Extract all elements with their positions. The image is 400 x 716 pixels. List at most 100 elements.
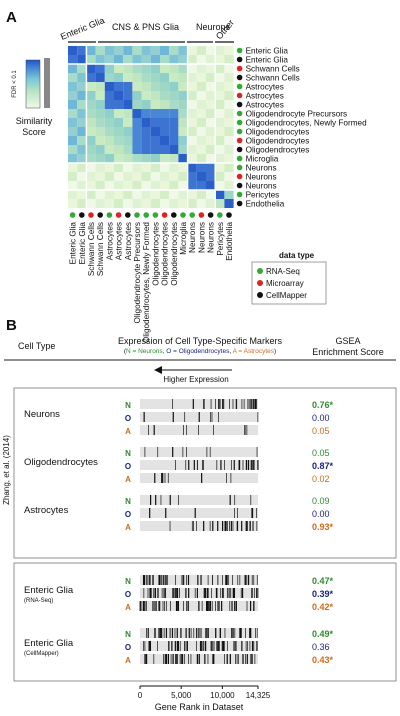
heatmap-cell (178, 82, 188, 91)
heatmap-cell (178, 199, 188, 208)
heatmap-cell (104, 136, 114, 145)
heatmap-cell (86, 145, 96, 154)
heatmap-cell (132, 64, 142, 73)
column-label: Neurons (197, 222, 206, 253)
heatmap-cell (187, 172, 197, 181)
heatmap-cell (95, 82, 105, 91)
heatmap-cell (224, 46, 234, 55)
heatmap-cell (95, 46, 105, 55)
heatmap-cell (123, 55, 133, 64)
heatmap-cell (178, 64, 188, 73)
heatmap-cell (68, 118, 78, 127)
heatmap-cell (141, 64, 151, 73)
heatmap-cell (224, 73, 234, 82)
heatmap-cell (68, 172, 78, 181)
similarity-legend: FDR < 0.1 Similarity Score (12, 58, 53, 137)
heatmap-cell (169, 64, 179, 73)
heatmap-cell (77, 46, 87, 55)
heatmap-cell (141, 91, 151, 100)
row-label: Oligodendrocytes (246, 137, 310, 146)
cell-type-name: Neurons (24, 409, 60, 420)
col-type-dot (106, 212, 113, 218)
data-type-legend: data type RNA-Seq Microarray CellMapper (251, 251, 327, 305)
heatmap-cell (196, 190, 206, 199)
heatmap-column-labels: Enteric Glia Enteric Glia Schwann Cells Sch… (69, 212, 234, 343)
heatmap-cell (123, 199, 133, 208)
heatmap-cell (215, 145, 225, 154)
rank-track (140, 473, 258, 483)
heatmap-cell (141, 118, 151, 127)
heatmap-cell (114, 172, 124, 181)
heatmap-cell (160, 136, 170, 145)
group-label-enteric: Enteric Glia (59, 15, 106, 42)
heatmap-cell (123, 64, 133, 73)
heatmap-cell (95, 163, 105, 172)
heatmap-cell (196, 118, 206, 127)
heatmap-cell (104, 109, 114, 118)
heatmap-cell (187, 118, 197, 127)
row-type-dot (236, 110, 243, 117)
heatmap-cell (224, 55, 234, 64)
heatmap-cell (77, 64, 87, 73)
gsea-score: 0.93* (312, 522, 334, 532)
header-gsea-2: Enrichment Score (312, 347, 384, 357)
heatmap-cell (114, 109, 124, 118)
col-type-dot (134, 212, 140, 218)
heatmap-cell (169, 55, 179, 64)
heatmap-cell (150, 181, 160, 190)
heatmap-cell (224, 100, 234, 109)
heatmap-cell (224, 163, 234, 172)
row-type-dot (236, 155, 243, 162)
heatmap-cell (160, 91, 170, 100)
heatmap-cell (114, 46, 124, 55)
column-label: Endothelia (225, 222, 234, 261)
heatmap-cell (132, 82, 142, 91)
heatmap-cell (141, 127, 151, 136)
heatmap-cell (206, 199, 216, 208)
heatmap-cell (132, 46, 142, 55)
header-cell-type: Cell Type (18, 341, 55, 351)
row-label: Oligodendrocytes (246, 128, 310, 137)
rank-plots: Neurons N 0.76* O 0.00 A 0.05 Oligodendrocytes N… (24, 399, 334, 665)
heatmap-cell (169, 163, 179, 172)
heatmap-cell (86, 136, 96, 145)
heatmap-cell (187, 181, 197, 190)
heatmap-cell (68, 127, 78, 136)
row-label: Astrocytes (246, 83, 284, 92)
heatmap-cell (150, 154, 160, 163)
heatmap-cell (95, 145, 105, 154)
marker-set-letter: A (125, 523, 131, 532)
heatmap-cell (77, 163, 87, 172)
heatmap-cell (141, 136, 151, 145)
heatmap-cell (150, 100, 160, 109)
rank-track (140, 521, 258, 531)
rank-track (140, 495, 258, 505)
column-label: Astrocytes (124, 222, 133, 260)
cell-type-name: Enteric Glia (24, 638, 74, 649)
heatmap-cell (123, 109, 133, 118)
heatmap-cell (178, 91, 188, 100)
marker-set-letter: N (125, 630, 131, 639)
heatmap-cell (196, 127, 206, 136)
heatmap-cell (187, 190, 197, 199)
heatmap-cell (169, 127, 179, 136)
heatmap-cell (68, 145, 78, 154)
gsea-score: 0.09 (312, 496, 330, 506)
heatmap-cell (77, 136, 87, 145)
heatmap-cell (95, 64, 105, 73)
heatmap-cell (224, 199, 234, 208)
row-type-dot (236, 47, 243, 54)
rank-track (140, 641, 258, 651)
column-label: Schwann Cells (96, 222, 105, 276)
heatmap-cell (132, 73, 142, 82)
heatmap-cell (132, 136, 142, 145)
heatmap-cell (215, 199, 225, 208)
heatmap-cell (150, 118, 160, 127)
column-label: Enteric Glia (78, 222, 87, 265)
heatmap-cell (196, 199, 206, 208)
heatmap-cell (77, 55, 87, 64)
heatmap-cell (123, 181, 133, 190)
col-type-dot (226, 212, 232, 218)
heatmap-cell (196, 163, 206, 172)
heatmap-cell (77, 172, 87, 181)
